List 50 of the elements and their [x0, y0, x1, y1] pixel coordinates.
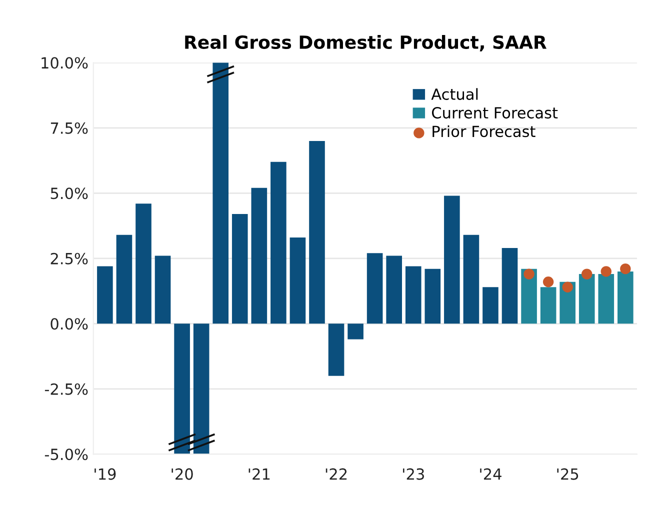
- bar: [366, 253, 383, 324]
- point: [562, 282, 573, 292]
- bar: [405, 266, 422, 324]
- bar: [212, 62, 229, 324]
- bar: [540, 287, 556, 324]
- bar: [270, 162, 286, 324]
- y-tick-label: 0.0%: [50, 318, 88, 330]
- x-tick-label: '20: [172, 468, 193, 480]
- bar: [618, 271, 634, 324]
- bar: [598, 274, 614, 324]
- bar: [348, 324, 364, 340]
- bar: [251, 188, 268, 324]
- x-tick-label: '24: [480, 468, 502, 480]
- bar: [386, 256, 402, 324]
- bar: [136, 204, 152, 324]
- bar: [463, 234, 480, 324]
- bar: [309, 140, 325, 324]
- y-tick-label: 7.5%: [50, 122, 88, 134]
- x-tick-label: '19: [94, 468, 116, 480]
- bar: [116, 234, 132, 324]
- bar: [482, 287, 498, 324]
- point: [524, 268, 534, 280]
- legend-label: Actual: [431, 88, 478, 100]
- legend-label: Current Forecast: [432, 107, 558, 119]
- bar: [154, 256, 171, 324]
- bar: [578, 274, 595, 324]
- point: [620, 263, 631, 274]
- x-tick-label: '25: [557, 468, 578, 480]
- bar: [97, 266, 113, 324]
- legend-label: Prior Forecast: [432, 125, 536, 138]
- bar: [174, 324, 190, 454]
- bar: [444, 196, 460, 324]
- y-tick-label: -2.5%: [44, 383, 88, 395]
- bar: [290, 238, 306, 324]
- point: [542, 276, 554, 288]
- chart-title: Real Gross Domestic Product, SAAR: [185, 35, 547, 52]
- point: [600, 266, 612, 277]
- y-tick-label: 2.5%: [50, 252, 88, 264]
- y-tick-label: -5.0%: [44, 448, 88, 460]
- bar: [193, 324, 210, 454]
- bar: [424, 268, 441, 324]
- bar: [328, 324, 344, 376]
- bar: [232, 214, 248, 324]
- x-tick-label: '23: [403, 468, 424, 480]
- x-tick-label: '21: [248, 468, 270, 480]
- y-tick-label: 5.0%: [50, 188, 88, 200]
- x-tick-label: '22: [326, 468, 347, 480]
- point: [582, 268, 592, 280]
- y-tick-label: 10.0%: [42, 57, 88, 69]
- bar: [502, 248, 518, 324]
